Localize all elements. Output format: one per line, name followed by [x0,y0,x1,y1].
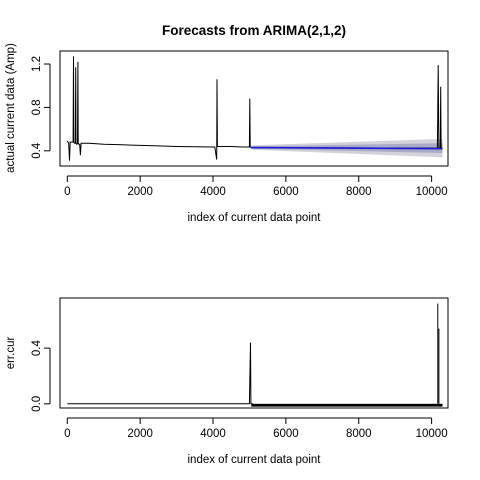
y-tick-label: 0.4 [31,340,43,357]
x-axis-label-top: index of current data point [188,212,322,224]
y-axis-top: 0.4 0.8 1.2 [31,56,51,159]
forecast-mean-group [251,146,443,150]
x-tick-label: 6000 [273,428,299,440]
y-tick-label: 0.0 [31,396,43,412]
x-tick-label: 0 [64,428,70,440]
x-axis-label-bottom: index of current data point [188,454,322,466]
y-tick-label: 0.8 [31,99,43,115]
chart-title-top: Forecasts from ARIMA(2,1,2) [162,23,346,38]
x-axis-top: 0 2000 4000 6000 8000 10000 [64,175,448,198]
y-tick-label: 0.4 [31,142,43,159]
x-tick-label: 2000 [127,186,153,198]
x-tick-label: 10000 [416,186,448,198]
x-tick-label: 0 [64,186,70,198]
forecast-mean-line [251,146,443,150]
x-tick-label: 10000 [416,428,448,440]
y-axis-label-top: actual current data (Amp) [5,43,17,173]
x-axis-bottom: 0 2000 4000 6000 8000 10000 [64,417,448,440]
error-noise-band [251,403,443,407]
x-tick-label: 6000 [273,186,299,198]
error-series-line [67,342,254,405]
actual-series-line [66,56,252,161]
x-tick-label: 4000 [200,428,226,440]
plot-panel-top: 0 2000 4000 6000 8000 10000 0.4 0.8 1.2 [31,50,449,198]
spike-line [439,86,442,149]
x-tick-label: 4000 [200,186,226,198]
x-tick-label: 8000 [346,428,372,440]
series-group-bottom [67,303,440,405]
x-tick-label: 8000 [346,186,372,198]
x-tick-label: 2000 [127,428,153,440]
plot-frame-top [59,50,449,167]
y-axis-bottom: 0.0 0.4 [31,340,51,412]
spike-line [436,65,440,149]
y-axis-label-bottom: err.cur [5,337,17,370]
noise-band [251,403,443,407]
plot-frame-bottom [59,297,449,409]
plot-panel-bottom: 0 2000 4000 6000 8000 10000 0.0 0.4 [31,297,449,440]
y-tick-label: 1.2 [31,56,43,72]
